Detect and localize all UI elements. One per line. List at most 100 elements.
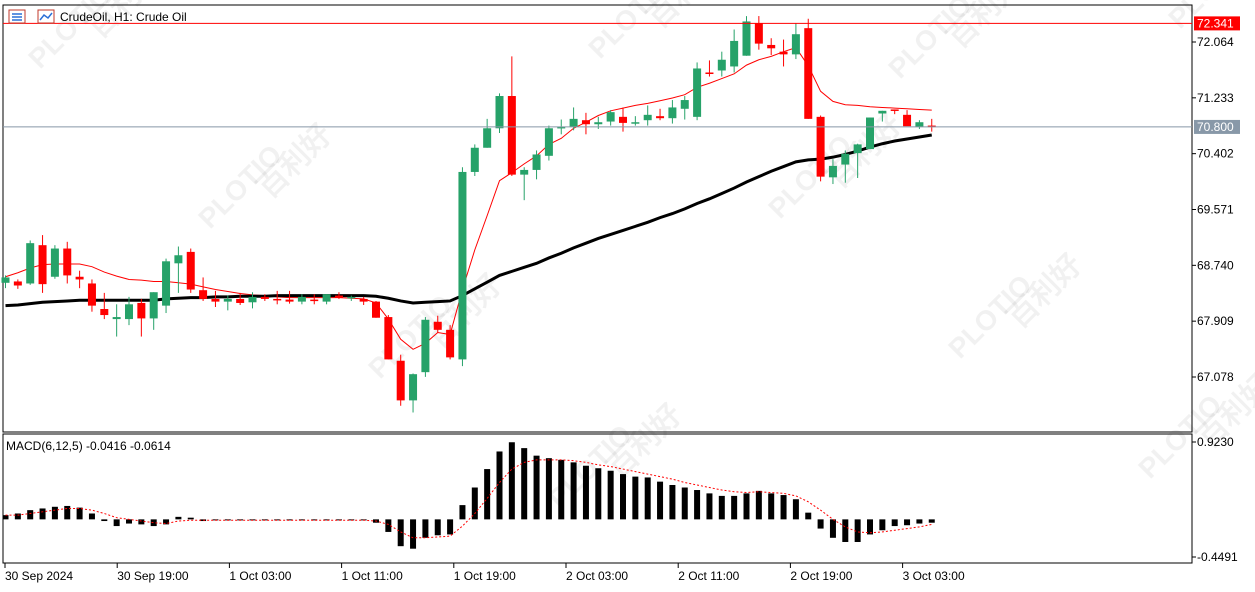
- price-tick-label: 69.571: [1197, 203, 1234, 217]
- candle-body: [680, 100, 689, 109]
- macd-histogram-bar: [508, 442, 515, 520]
- candle-body: [409, 374, 418, 401]
- moving-averages: [5, 47, 932, 350]
- candle-body: [223, 298, 232, 302]
- macd-histogram-bar: [644, 477, 651, 520]
- current-price-label-bg: [1194, 119, 1240, 134]
- candle-body: [87, 283, 96, 306]
- candle-body: [791, 34, 800, 55]
- candle-body: [483, 128, 492, 148]
- macd-histogram-bar: [459, 505, 466, 520]
- macd-histogram-bar: [484, 469, 491, 520]
- macd-histogram-bar: [187, 517, 194, 520]
- macd-histogram-bar: [434, 519, 441, 536]
- current-price-label: 70.800: [1197, 120, 1234, 134]
- macd-histogram-bar: [867, 519, 873, 535]
- candle-body: [396, 360, 405, 401]
- time-tick-label: 3 Oct 03:00: [903, 569, 965, 583]
- candle-body: [433, 321, 442, 330]
- candle-body: [50, 248, 59, 277]
- macd-histogram-bar: [768, 493, 775, 520]
- symbol-list-icon[interactable]: [8, 9, 26, 24]
- macd-histogram-bar: [323, 519, 330, 521]
- time-tick-label: 1 Oct 19:00: [454, 569, 516, 583]
- candle-body: [643, 114, 652, 121]
- chart-window-icon[interactable]: [37, 9, 55, 24]
- candle-body: [606, 112, 615, 122]
- candle-body: [804, 28, 813, 119]
- candle-body: [890, 109, 899, 111]
- candle-body: [149, 292, 158, 319]
- macd-histogram-bar: [595, 468, 602, 520]
- macd-histogram-bar: [657, 481, 664, 520]
- price-pane-frame: [2, 4, 1193, 433]
- price-lines: [3, 22, 1192, 128]
- candle-body: [470, 147, 479, 172]
- candle-body: [767, 44, 776, 49]
- candle-body: [619, 116, 627, 123]
- candle-body: [594, 122, 603, 125]
- macd-histogram-bar: [496, 451, 503, 520]
- candle-body: [532, 154, 541, 170]
- chart-header: CrudeOil, H1: Crude Oil: [8, 9, 187, 24]
- macd-tick-label: 0.9230: [1197, 435, 1234, 449]
- candle-body: [421, 319, 430, 373]
- macd-histogram-bar: [397, 519, 404, 547]
- macd-histogram-bar: [792, 499, 799, 520]
- candle-body: [631, 122, 640, 124]
- candle-body: [1, 277, 10, 283]
- macd-histogram-bar: [570, 462, 577, 520]
- macd-histogram-bar: [854, 519, 861, 542]
- symbol-title: CrudeOil, H1: Crude Oil: [60, 10, 187, 24]
- macd-histogram-bar: [620, 474, 626, 520]
- candle-body: [544, 128, 553, 156]
- candle-body: [458, 171, 467, 360]
- macd-histogram-bar: [163, 519, 170, 525]
- time-tick-label: 2 Oct 11:00: [678, 569, 739, 583]
- candle-body: [557, 126, 566, 129]
- macd-label: MACD(6,12,5) -0.0416 -0.0614: [6, 439, 171, 453]
- candle-body: [260, 296, 269, 299]
- macd-histogram-bar: [335, 519, 342, 521]
- macd-histogram-bar: [471, 487, 478, 520]
- macd-histogram-bar: [694, 490, 701, 520]
- price-tick-label: 70.402: [1197, 147, 1234, 161]
- candle-body: [199, 290, 208, 299]
- candle-body: [273, 298, 282, 301]
- macd-histogram-bar: [126, 519, 132, 524]
- candle-body: [347, 296, 356, 299]
- macd-histogram-bar: [829, 519, 836, 538]
- macd-histogram-bar: [385, 519, 392, 532]
- macd-histogram-bar: [298, 519, 305, 521]
- candle-body: [828, 165, 837, 178]
- macd-histogram-bar: [669, 484, 676, 520]
- macd-histogram-bar: [916, 519, 923, 524]
- candle-body: [297, 296, 306, 302]
- candle-body: [878, 110, 887, 114]
- time-tick-label: 30 Sep 19:00: [117, 569, 189, 583]
- macd-histogram-bar: [731, 495, 738, 520]
- candle-body: [693, 68, 702, 117]
- candle-body: [779, 51, 788, 55]
- candle-body: [100, 309, 109, 316]
- candle-body: [717, 59, 726, 71]
- macd-histogram-bar: [175, 516, 182, 520]
- macd-histogram-bar: [817, 519, 824, 529]
- macd-signal-line: [5, 459, 932, 539]
- candle-body: [236, 298, 245, 303]
- macd-histogram-bar: [447, 519, 454, 535]
- candle-body: [668, 107, 677, 119]
- candle-body: [26, 243, 35, 284]
- candle-body: [334, 295, 343, 298]
- candle-body: [730, 40, 739, 67]
- candle-body: [359, 298, 368, 302]
- price-tick-label: 67.909: [1197, 314, 1234, 328]
- candle-body: [186, 251, 195, 290]
- candle-body: [162, 261, 171, 306]
- macd-histogram-bar: [891, 519, 898, 527]
- candle-body: [520, 169, 529, 175]
- macd-histogram-bar: [2, 515, 9, 520]
- axes: 72.064 71.233 70.402 69.571 68.740 67.909 67.0…: [4, 16, 1240, 583]
- candle-body: [137, 302, 146, 319]
